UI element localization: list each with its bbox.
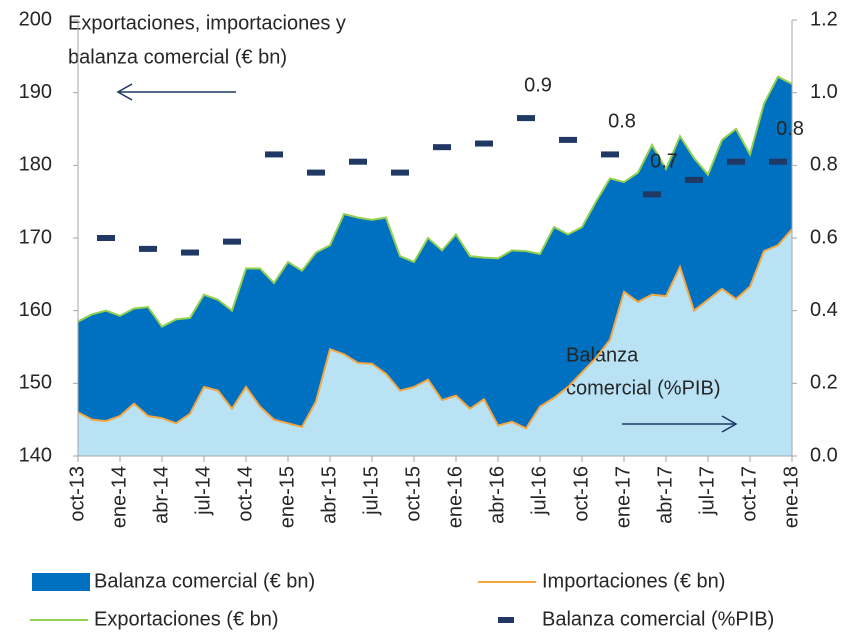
dash (391, 169, 409, 176)
dash (223, 238, 241, 245)
x-tick-label: ene-16 (444, 466, 466, 528)
legend-label: Importaciones (€ bn) (542, 570, 725, 592)
x-tick-label: oct-16 (570, 466, 592, 522)
y-tick-label: 160 (19, 299, 52, 321)
x-tick-label: oct-15 (402, 466, 424, 522)
x-tick-label: oct-14 (234, 466, 256, 522)
x-tick-label: abr-17 (654, 466, 676, 524)
y-tick-label: 190 (19, 81, 52, 103)
dash (433, 144, 451, 151)
dash (685, 176, 703, 183)
x-tick-label: abr-15 (318, 466, 340, 524)
dash (769, 158, 787, 165)
data-label: 0.8 (608, 111, 636, 133)
plot (78, 76, 792, 456)
y2-tick-label: 0.6 (810, 226, 838, 248)
y2-tick-label: 0.4 (810, 299, 838, 321)
x-tick-label: ene-15 (276, 466, 298, 528)
dash (97, 235, 115, 241)
annotation: comercial (%PIB) (566, 377, 720, 399)
y-tick-label: 150 (19, 372, 52, 394)
x-tick-label: oct-13 (66, 466, 88, 522)
dash (643, 191, 661, 198)
dash (349, 158, 367, 165)
dash (139, 245, 157, 252)
dash (265, 151, 283, 158)
arrow-right (622, 415, 738, 433)
x-tick-label: ene-14 (108, 466, 130, 528)
dash (517, 115, 535, 122)
x-tick-label: ene-17 (612, 466, 634, 528)
x-tick-label: ene-18 (780, 466, 802, 528)
y2-tick-label: 0.8 (810, 154, 838, 176)
x-tick-label: abr-14 (150, 466, 172, 524)
dash (307, 169, 325, 176)
line (77, 75, 793, 328)
y-tick-label: 170 (19, 226, 52, 248)
y2-tick-label: 0.0 (810, 444, 838, 466)
x-tick-label: jul-17 (696, 466, 718, 516)
legend-label: Balanza comercial (€ bn) (94, 570, 315, 592)
y2-tick-label: 1.0 (810, 81, 838, 103)
y-tick-label: 140 (19, 444, 52, 466)
legend-label: Exportaciones (€ bn) (94, 608, 279, 630)
balance-area (78, 76, 792, 429)
chart-title: balanza comercial (€ bn) (68, 46, 287, 68)
dash (727, 158, 745, 165)
y-tick-label: 180 (19, 154, 52, 176)
arrow-left (116, 83, 236, 101)
chart-title: Exportaciones, importaciones y (68, 12, 346, 34)
data-label: 0.7 (650, 151, 678, 173)
dash (181, 249, 199, 256)
x-tick-label: jul-15 (360, 466, 382, 516)
y-tick-label: 200 (19, 8, 52, 30)
dash (601, 151, 619, 158)
legend-swatch (32, 573, 90, 591)
dash (475, 140, 493, 147)
legend-label: Balanza comercial (%PIB) (542, 608, 774, 630)
data-label: 0.9 (524, 74, 552, 96)
y2-tick-label: 0.2 (810, 372, 838, 394)
x-tick-label: oct-17 (738, 466, 760, 522)
line (77, 228, 793, 430)
x-tick-label: jul-16 (528, 466, 550, 516)
legend-swatch (498, 617, 514, 623)
dash (559, 136, 577, 143)
imports-area (78, 229, 792, 456)
x-tick-label: abr-16 (486, 466, 508, 524)
annotation: Balanza (566, 344, 639, 366)
data-label: 0.8 (776, 118, 804, 140)
y2-tick-label: 1.2 (810, 8, 838, 30)
x-tick-label: jul-14 (192, 466, 214, 516)
